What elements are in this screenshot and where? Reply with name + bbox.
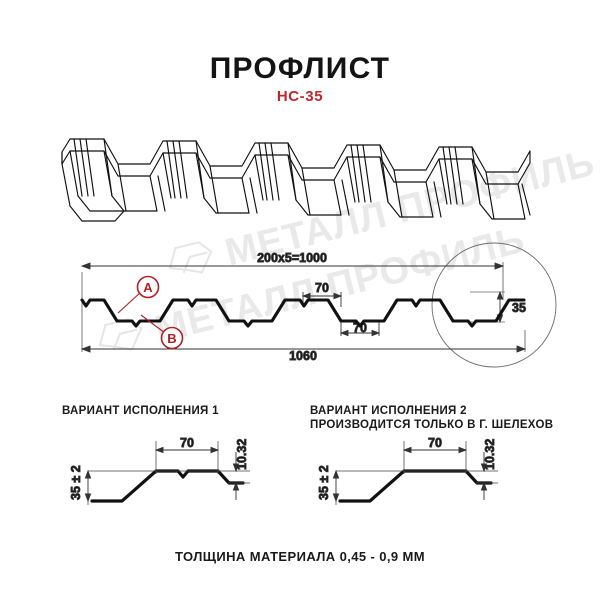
variant1-dim-flange-label: 70: [180, 436, 194, 450]
variant2-dim-flange: 70: [402, 436, 468, 454]
iso-profile-view: [61, 138, 531, 222]
detail-circle: [431, 242, 557, 368]
variant1-dim-height-label: 35 ± 2: [69, 465, 83, 500]
dim-top-flange-label: 70: [315, 281, 329, 295]
variant2-dim-flange-label: 70: [428, 436, 442, 450]
dim-modules-label: 200x5=1000: [257, 251, 327, 265]
marker-a: A: [117, 275, 160, 314]
variant2-ref-lines: [335, 441, 498, 505]
dim-top-flange: 70: [301, 281, 343, 307]
marker-b: B: [140, 314, 184, 350]
variant2-detail: 70 10.32 35 ± 2: [317, 436, 498, 505]
page-title: ПРОФЛИСТ: [209, 52, 391, 85]
dim-bottom-flange: 70: [339, 321, 381, 337]
profile-polyline: [80, 298, 526, 328]
dim-overall-width: 1060: [80, 345, 527, 363]
variant2-dim-thickness-label: 10.32: [483, 439, 497, 470]
dim-overall-width-label: 1060: [289, 349, 317, 363]
variant1-dim-thickness: 10.32: [232, 438, 249, 500]
variant2-dim-height: 35 ± 2: [317, 465, 340, 503]
variant2-dim-thickness: 10.32: [480, 438, 497, 500]
dim-bottom-flange-label: 70: [353, 321, 367, 335]
variant2-profile: [338, 469, 493, 503]
cross-section-view: 200x5=1000 1060 70 70: [80, 242, 557, 368]
variant1-title: ВАРИАНТ ИСПОЛНЕНИЯ 1: [62, 405, 219, 417]
marker-a-label: A: [143, 280, 153, 295]
variant1-dim-thickness-label: 10.32: [235, 439, 249, 470]
variant1-profile: [90, 469, 245, 503]
material-thickness-note: ТОЛЩИНА МАТЕРИАЛА 0,45 - 0,9 ММ: [175, 549, 425, 564]
dim-modules: 200x5=1000: [80, 251, 505, 270]
variant1-ref-lines: [87, 441, 250, 505]
variant2-dim-height-label: 35 ± 2: [317, 465, 331, 500]
variant1-dim-flange: 70: [154, 436, 220, 454]
variant1-dim-height: 35 ± 2: [69, 465, 92, 503]
variant1-detail: 70 10.32 35 ± 2: [69, 436, 250, 505]
dim-height-label: 35: [512, 301, 526, 315]
profile-code: НС-35: [276, 88, 324, 105]
variant2-subtitle: ПРОИЗВОДИТСЯ ТОЛЬКО В Г. ШЕЛЕХОВ: [310, 419, 554, 431]
variant2-title: ВАРИАНТ ИСПОЛНЕНИЯ 2: [310, 405, 467, 417]
marker-b-label: B: [167, 331, 176, 346]
